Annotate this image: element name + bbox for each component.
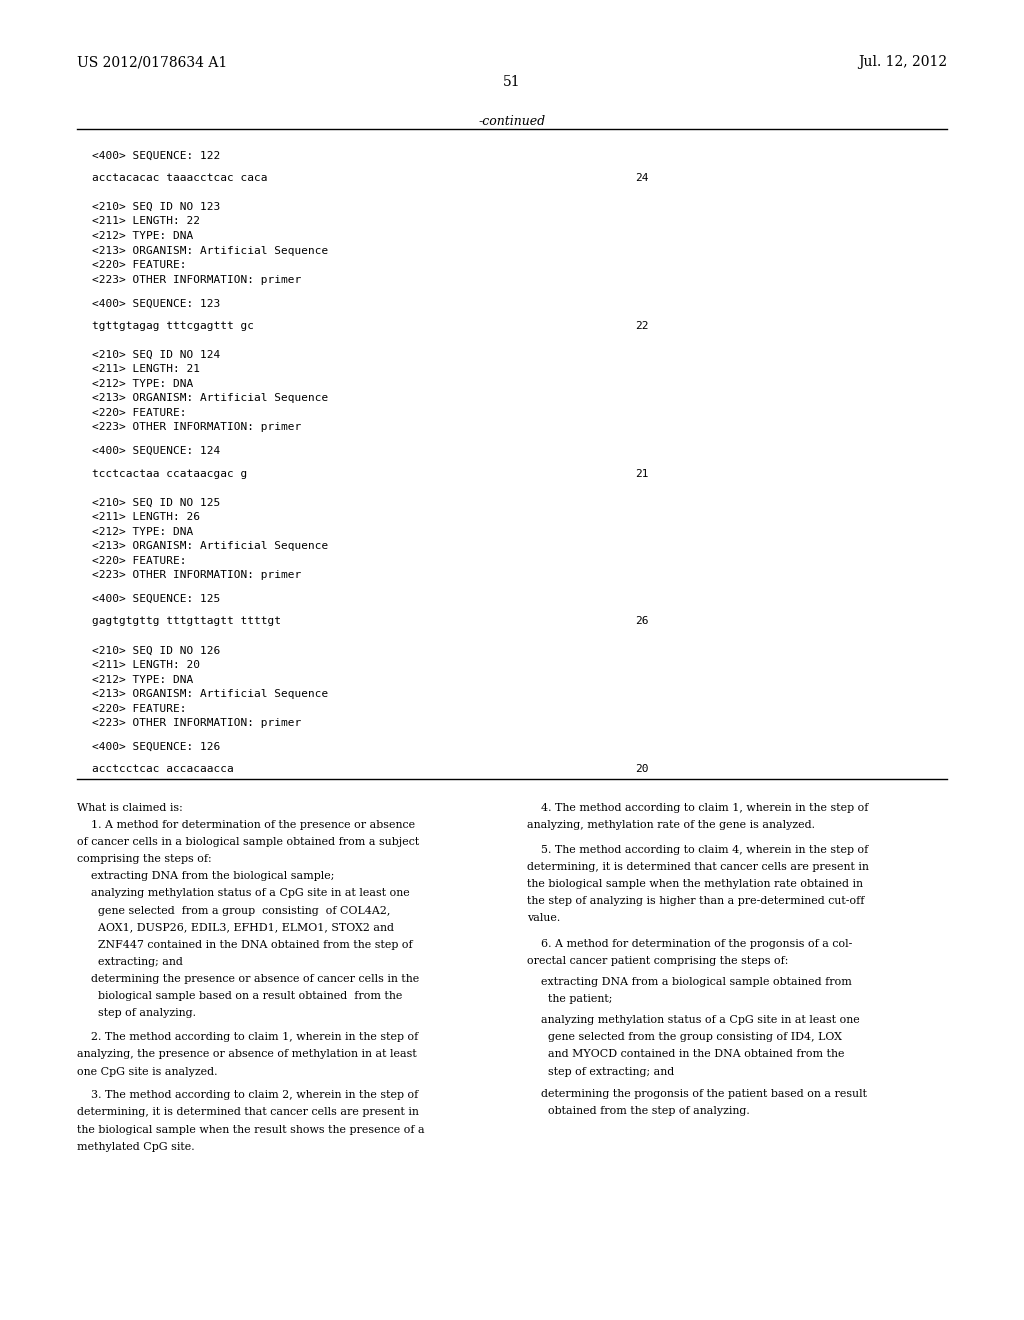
Text: 20: 20 [635, 764, 648, 775]
Text: <212> TYPE: DNA: <212> TYPE: DNA [92, 231, 194, 242]
Text: <211> LENGTH: 20: <211> LENGTH: 20 [92, 660, 200, 671]
Text: <400> SEQUENCE: 123: <400> SEQUENCE: 123 [92, 298, 220, 309]
Text: determining, it is determined that cancer cells are present in: determining, it is determined that cance… [527, 862, 869, 873]
Text: AOX1, DUSP26, EDIL3, EFHD1, ELMO1, STOX2 and: AOX1, DUSP26, EDIL3, EFHD1, ELMO1, STOX2… [77, 923, 394, 933]
Text: analyzing, methylation rate of the gene is analyzed.: analyzing, methylation rate of the gene … [527, 820, 815, 830]
Text: biological sample based on a result obtained  from the: biological sample based on a result obta… [77, 991, 402, 1002]
Text: <223> OTHER INFORMATION: primer: <223> OTHER INFORMATION: primer [92, 718, 301, 729]
Text: the patient;: the patient; [527, 994, 612, 1005]
Text: <220> FEATURE:: <220> FEATURE: [92, 556, 186, 566]
Text: <210> SEQ ID NO 125: <210> SEQ ID NO 125 [92, 498, 220, 508]
Text: <223> OTHER INFORMATION: primer: <223> OTHER INFORMATION: primer [92, 570, 301, 581]
Text: 6. A method for determination of the progonsis of a col-: 6. A method for determination of the pro… [527, 939, 853, 949]
Text: 2. The method according to claim 1, wherein in the step of: 2. The method according to claim 1, wher… [77, 1032, 418, 1043]
Text: <212> TYPE: DNA: <212> TYPE: DNA [92, 527, 194, 537]
Text: <213> ORGANISM: Artificial Sequence: <213> ORGANISM: Artificial Sequence [92, 393, 329, 404]
Text: acctcctcac accacaacca: acctcctcac accacaacca [92, 764, 233, 775]
Text: 26: 26 [635, 616, 648, 627]
Text: US 2012/0178634 A1: US 2012/0178634 A1 [77, 55, 227, 70]
Text: determining the progonsis of the patient based on a result: determining the progonsis of the patient… [527, 1089, 867, 1100]
Text: gene selected  from a group  consisting  of COL4A2,: gene selected from a group consisting of… [77, 906, 390, 916]
Text: gagtgtgttg tttgttagtt ttttgt: gagtgtgttg tttgttagtt ttttgt [92, 616, 282, 627]
Text: 5. The method according to claim 4, wherein in the step of: 5. The method according to claim 4, wher… [527, 845, 868, 855]
Text: <211> LENGTH: 21: <211> LENGTH: 21 [92, 364, 200, 375]
Text: <220> FEATURE:: <220> FEATURE: [92, 260, 186, 271]
Text: tgttgtagag tttcgagttt gc: tgttgtagag tttcgagttt gc [92, 321, 254, 331]
Text: tcctcactaa ccataacgac g: tcctcactaa ccataacgac g [92, 469, 248, 479]
Text: <212> TYPE: DNA: <212> TYPE: DNA [92, 675, 194, 685]
Text: -continued: -continued [478, 115, 546, 128]
Text: <213> ORGANISM: Artificial Sequence: <213> ORGANISM: Artificial Sequence [92, 246, 329, 256]
Text: <213> ORGANISM: Artificial Sequence: <213> ORGANISM: Artificial Sequence [92, 541, 329, 552]
Text: extracting; and: extracting; and [77, 957, 182, 968]
Text: <210> SEQ ID NO 123: <210> SEQ ID NO 123 [92, 202, 220, 213]
Text: <400> SEQUENCE: 122: <400> SEQUENCE: 122 [92, 150, 220, 161]
Text: step of analyzing.: step of analyzing. [77, 1008, 196, 1019]
Text: determining the presence or absence of cancer cells in the: determining the presence or absence of c… [77, 974, 419, 985]
Text: 22: 22 [635, 321, 648, 331]
Text: methylated CpG site.: methylated CpG site. [77, 1142, 195, 1152]
Text: <223> OTHER INFORMATION: primer: <223> OTHER INFORMATION: primer [92, 422, 301, 433]
Text: analyzing methylation status of a CpG site in at least one: analyzing methylation status of a CpG si… [77, 888, 410, 899]
Text: determining, it is determined that cancer cells are present in: determining, it is determined that cance… [77, 1107, 419, 1118]
Text: 1. A method for determination of the presence or absence: 1. A method for determination of the pre… [77, 820, 415, 830]
Text: 4. The method according to claim 1, wherein in the step of: 4. The method according to claim 1, wher… [527, 803, 868, 813]
Text: the biological sample when the result shows the presence of a: the biological sample when the result sh… [77, 1125, 424, 1135]
Text: What is claimed is:: What is claimed is: [77, 803, 182, 813]
Text: analyzing, the presence or absence of methylation in at least: analyzing, the presence or absence of me… [77, 1049, 417, 1060]
Text: analyzing methylation status of a CpG site in at least one: analyzing methylation status of a CpG si… [527, 1015, 860, 1026]
Text: <220> FEATURE:: <220> FEATURE: [92, 408, 186, 418]
Text: step of extracting; and: step of extracting; and [527, 1067, 675, 1077]
Text: value.: value. [527, 913, 560, 924]
Text: extracting DNA from the biological sample;: extracting DNA from the biological sampl… [77, 871, 334, 882]
Text: <211> LENGTH: 26: <211> LENGTH: 26 [92, 512, 200, 523]
Text: of cancer cells in a biological sample obtained from a subject: of cancer cells in a biological sample o… [77, 837, 419, 847]
Text: <213> ORGANISM: Artificial Sequence: <213> ORGANISM: Artificial Sequence [92, 689, 329, 700]
Text: <400> SEQUENCE: 126: <400> SEQUENCE: 126 [92, 742, 220, 752]
Text: orectal cancer patient comprising the steps of:: orectal cancer patient comprising the st… [527, 956, 788, 966]
Text: <400> SEQUENCE: 125: <400> SEQUENCE: 125 [92, 594, 220, 605]
Text: 51: 51 [503, 75, 521, 90]
Text: <212> TYPE: DNA: <212> TYPE: DNA [92, 379, 194, 389]
Text: acctacacac taaacctcac caca: acctacacac taaacctcac caca [92, 173, 267, 183]
Text: gene selected from the group consisting of ID4, LOX: gene selected from the group consisting … [527, 1032, 843, 1043]
Text: <400> SEQUENCE: 124: <400> SEQUENCE: 124 [92, 446, 220, 457]
Text: obtained from the step of analyzing.: obtained from the step of analyzing. [527, 1106, 751, 1117]
Text: one CpG site is analyzed.: one CpG site is analyzed. [77, 1067, 217, 1077]
Text: the step of analyzing is higher than a pre-determined cut-off: the step of analyzing is higher than a p… [527, 896, 864, 907]
Text: 3. The method according to claim 2, wherein in the step of: 3. The method according to claim 2, wher… [77, 1090, 418, 1101]
Text: the biological sample when the methylation rate obtained in: the biological sample when the methylati… [527, 879, 863, 890]
Text: <210> SEQ ID NO 126: <210> SEQ ID NO 126 [92, 645, 220, 656]
Text: <220> FEATURE:: <220> FEATURE: [92, 704, 186, 714]
Text: 21: 21 [635, 469, 648, 479]
Text: 24: 24 [635, 173, 648, 183]
Text: <223> OTHER INFORMATION: primer: <223> OTHER INFORMATION: primer [92, 275, 301, 285]
Text: and MYOCD contained in the DNA obtained from the: and MYOCD contained in the DNA obtained … [527, 1049, 845, 1060]
Text: extracting DNA from a biological sample obtained from: extracting DNA from a biological sample … [527, 977, 852, 987]
Text: ZNF447 contained in the DNA obtained from the step of: ZNF447 contained in the DNA obtained fro… [77, 940, 413, 950]
Text: <210> SEQ ID NO 124: <210> SEQ ID NO 124 [92, 350, 220, 360]
Text: <211> LENGTH: 22: <211> LENGTH: 22 [92, 216, 200, 227]
Text: comprising the steps of:: comprising the steps of: [77, 854, 211, 865]
Text: Jul. 12, 2012: Jul. 12, 2012 [858, 55, 947, 70]
